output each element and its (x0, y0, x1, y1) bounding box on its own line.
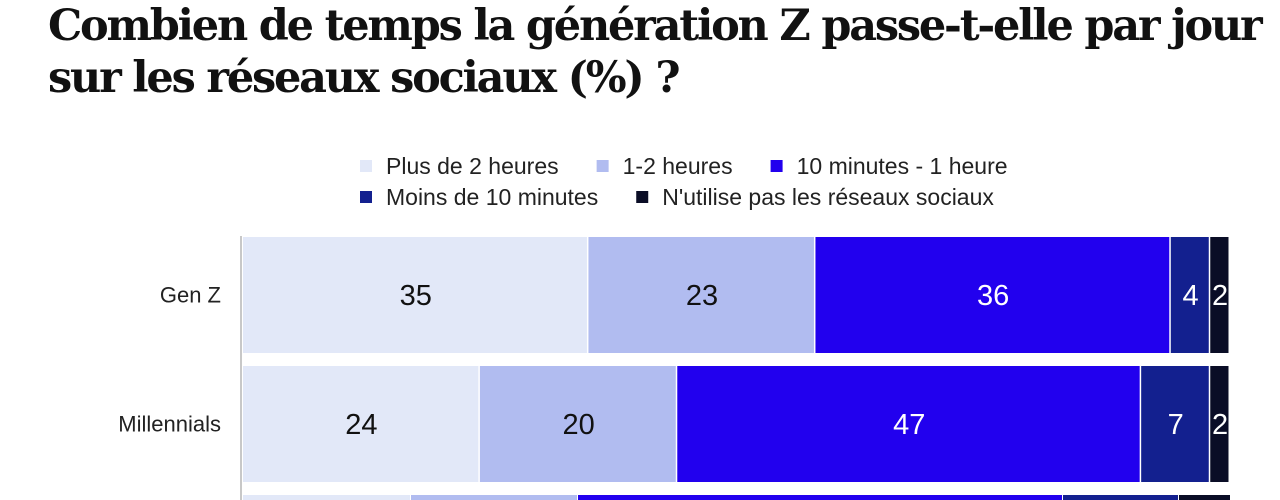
bar-cropped-row-segment-4 (1063, 495, 1178, 500)
legend-swatch-1-2-heures (596, 160, 609, 172)
bar-gen-z-n-utilise-pas-les-reseaux-sociaux (1210, 237, 1229, 353)
data-label-millennials-10-minutes-1-heure: 47 (893, 409, 925, 441)
bar-cropped-row-segment-1 (243, 495, 410, 500)
bar-millennials-plus-de-2-heures (243, 366, 479, 482)
legend-label-10-minutes-1-heure: 10 minutes - 1 heure (797, 153, 1008, 179)
data-label-gen-z-moins-de-10-minutes: 4 (1182, 280, 1198, 312)
category-label-millennials: Millennials (118, 412, 221, 437)
bar-millennials-moins-de-10-minutes (1141, 366, 1209, 482)
data-label-gen-z-10-minutes-1-heure: 36 (977, 280, 1009, 312)
bar-gen-z-10-minutes-1-heure (815, 237, 1170, 353)
bar-gen-z-plus-de-2-heures (243, 237, 587, 353)
data-label-gen-z-plus-de-2-heures: 35 (400, 280, 432, 312)
data-label-gen-z-n-utilise-pas-les-reseaux-sociaux: 2 (1212, 280, 1228, 312)
data-label-millennials-plus-de-2-heures: 24 (345, 409, 377, 441)
legend-label-plus-de-2-heures: Plus de 2 heures (386, 153, 559, 179)
legend-label-moins-de-10-minutes: Moins de 10 minutes (386, 184, 598, 210)
bar-gen-z-moins-de-10-minutes (1170, 237, 1209, 353)
legend-swatch-10-minutes-1-heure (770, 160, 783, 172)
legend-swatch-n-utilise-pas-les-reseaux-sociaux (636, 191, 649, 203)
bar-millennials-1-2-heures (479, 366, 676, 482)
bar-millennials-10-minutes-1-heure (677, 366, 1140, 482)
data-label-millennials-n-utilise-pas-les-reseaux-sociaux: 2 (1212, 409, 1228, 441)
legend-swatch-moins-de-10-minutes (360, 191, 372, 203)
data-label-millennials-1-2-heures: 20 (562, 409, 594, 441)
bar-gen-z-1-2-heures (588, 237, 814, 353)
chart-title: Combien de temps la génération Z passe-t… (48, 1, 1263, 103)
data-label-gen-z-1-2-heures: 23 (686, 280, 718, 312)
category-label-gen-z: Gen Z (160, 283, 221, 308)
legend-swatch-plus-de-2-heures (360, 160, 372, 172)
legend-label-1-2-heures: 1-2 heures (623, 153, 733, 179)
bar-millennials-n-utilise-pas-les-reseaux-sociaux (1210, 366, 1229, 482)
data-label-millennials-moins-de-10-minutes: 7 (1168, 409, 1184, 441)
chart-legend: Plus de 2 heures 1-2 heures 10 minutes - 1… (360, 153, 1008, 210)
bar-cropped-row-segment-5 (1179, 495, 1230, 500)
bar-cropped-row-segment-3 (578, 495, 1062, 500)
bar-cropped-row-segment-2 (411, 495, 577, 500)
legend-label-n-utilise-pas-les-reseaux-sociaux: N'utilise pas les réseaux sociaux (662, 184, 994, 210)
